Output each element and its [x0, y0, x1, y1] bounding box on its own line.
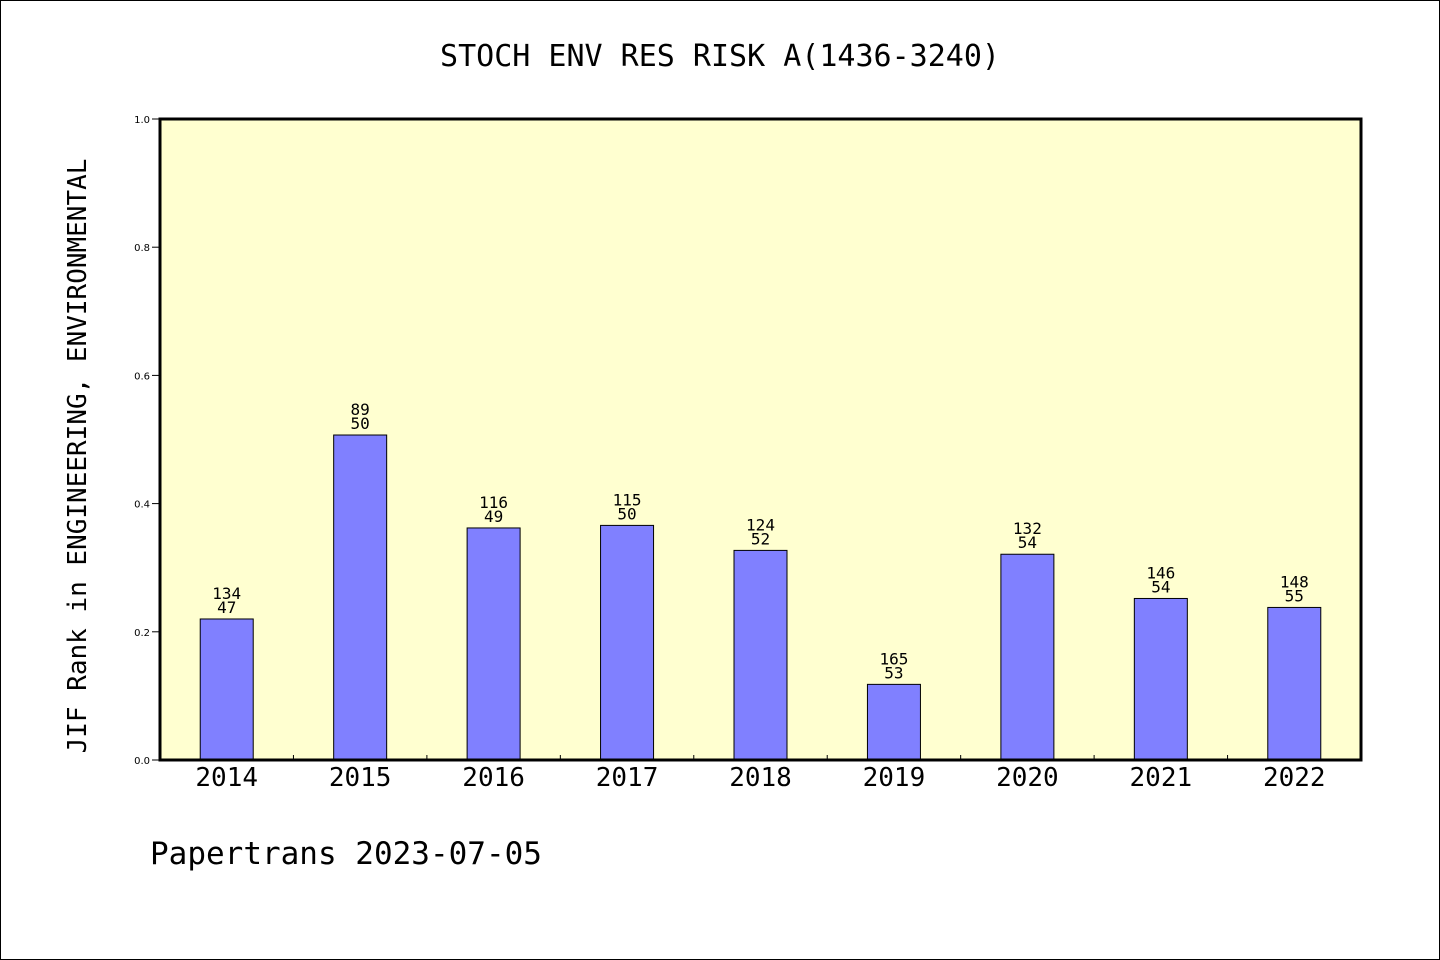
bar-label-top: 165 [879, 649, 908, 668]
y-tick-label: 0.6 [134, 371, 150, 382]
x-tick-label: 2016 [462, 763, 525, 793]
bar-2022 [1267, 606, 1322, 761]
y-tick-label: 0.0 [134, 756, 150, 767]
plot-border [158, 117, 1363, 762]
bar-label-bottom: 54 [1018, 533, 1037, 552]
bar-label-top: 132 [1013, 519, 1042, 538]
bar-2016 [466, 527, 521, 761]
x-tick-label: 2014 [195, 763, 258, 793]
bar-2021 [1133, 597, 1188, 761]
bar-label-top: 116 [479, 493, 508, 512]
bar-label-bottom: 52 [751, 529, 770, 548]
bar-2019 [866, 683, 921, 761]
x-tick-label: 2018 [729, 763, 792, 793]
footer-credit: Papertrans 2023-07-05 [150, 836, 542, 872]
bar-label-top: 124 [746, 515, 775, 534]
bar-label-bottom: 54 [1151, 577, 1170, 596]
y-axis-label: JIF Rank in ENGINEERING, ENVIRONMENTAL [63, 159, 93, 754]
y-tick-label: 0.8 [134, 243, 150, 254]
y-tick-label: 1.0 [134, 115, 150, 126]
x-tick-label: 2021 [1130, 763, 1193, 793]
x-axis: 2014 2015 2016 2017 2018 2019 2020 2021 2022 [195, 755, 1326, 793]
bar-label-top: 89 [351, 400, 370, 419]
bar-label-bottom: 50 [351, 414, 370, 433]
bar-label-bottom: 49 [484, 507, 503, 526]
y-tick-label: 0.2 [134, 628, 150, 639]
bar-2017 [600, 524, 655, 761]
x-tick-label: 2022 [1263, 763, 1326, 793]
bar-2015 [333, 434, 388, 761]
bar-label-bottom: 53 [884, 663, 903, 682]
x-tick-label: 2015 [329, 763, 392, 793]
bar-label-bottom: 55 [1285, 586, 1304, 605]
bars-group [199, 434, 1322, 761]
bar-2014 [199, 618, 254, 761]
x-tick-label: 2017 [596, 763, 659, 793]
bar-label-bottom: 50 [617, 504, 636, 523]
bar-label-top: 146 [1146, 563, 1175, 582]
y-axis: 0.0 0.2 0.4 0.6 0.8 1.0 [134, 115, 160, 767]
y-tick-label: 0.4 [134, 500, 150, 511]
chart-title: STOCH ENV RES RISK A(1436-3240) [440, 39, 1000, 74]
bar-label-top: 134 [212, 584, 241, 603]
bar-label-top: 148 [1280, 572, 1309, 591]
bar-label-top: 115 [613, 490, 642, 509]
bar-label-bottom: 47 [217, 598, 236, 617]
bar-2018 [733, 549, 788, 761]
bar-2020 [1000, 553, 1055, 761]
x-tick-label: 2019 [863, 763, 926, 793]
x-tick-label: 2020 [996, 763, 1059, 793]
